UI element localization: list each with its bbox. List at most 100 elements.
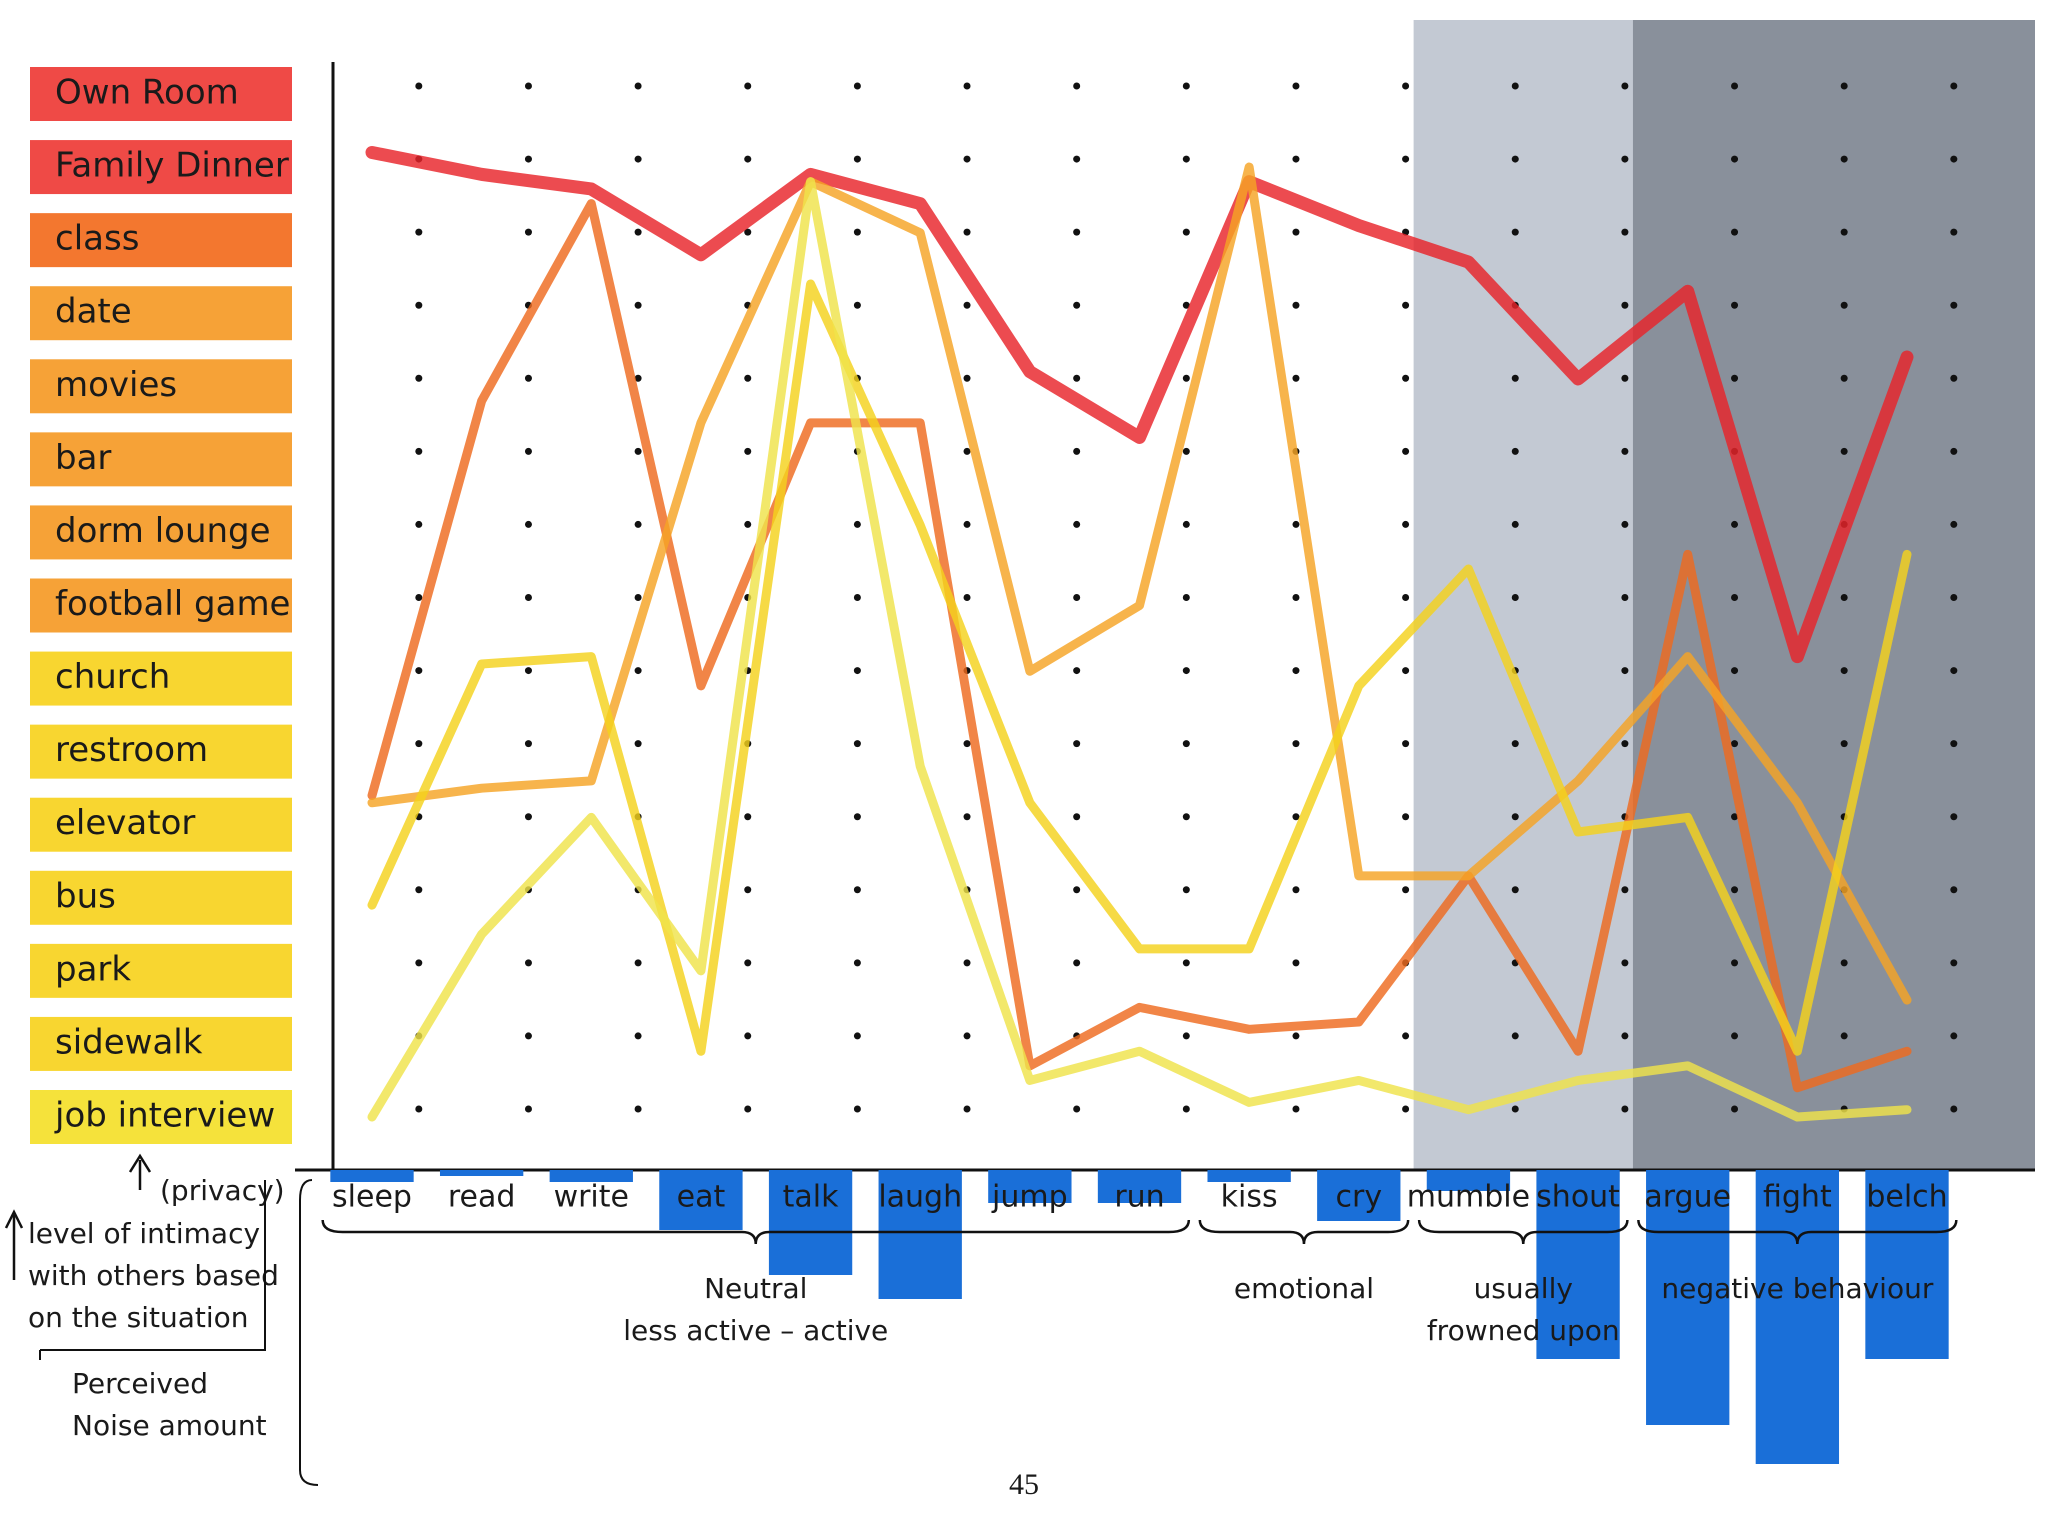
grid-dot bbox=[744, 886, 752, 894]
series-line bbox=[367, 162, 1912, 1005]
grid-dot bbox=[744, 374, 752, 382]
grid-dot bbox=[1731, 886, 1739, 894]
grid-dot bbox=[1731, 813, 1739, 821]
arrow-head bbox=[128, 1153, 152, 1173]
grid-dot bbox=[634, 155, 642, 163]
grid-dot bbox=[963, 301, 971, 309]
y-label-marker bbox=[30, 870, 292, 925]
y-axis-label: on the situation bbox=[28, 1301, 249, 1334]
grid-dot bbox=[634, 594, 642, 601]
grid-dot bbox=[524, 667, 532, 675]
grid-dot bbox=[1292, 228, 1300, 236]
grid-dot bbox=[853, 1032, 861, 1040]
grid-dot bbox=[744, 959, 752, 967]
grid-dot bbox=[963, 447, 971, 455]
grid-dot bbox=[1511, 374, 1519, 382]
grid-dot bbox=[1402, 594, 1410, 601]
grid-dot bbox=[1182, 886, 1190, 894]
y-label-marker bbox=[30, 724, 292, 779]
grid-dot bbox=[634, 447, 642, 455]
grid-dot bbox=[1182, 301, 1190, 309]
grid-dot bbox=[1073, 155, 1081, 163]
grid-dot bbox=[1950, 520, 1958, 528]
grid-dot bbox=[853, 82, 861, 90]
grid-dot bbox=[744, 1032, 752, 1040]
foreground-layer: Own Room Family Dinner class date movies bar d… bbox=[4, 62, 2035, 1501]
grid-dot bbox=[1073, 1105, 1081, 1113]
grid-dot bbox=[1621, 667, 1629, 675]
y-label-marker bbox=[30, 213, 292, 268]
x-tick-label: laugh bbox=[878, 1180, 962, 1215]
noise-bar bbox=[1536, 1170, 1620, 1359]
grid-dot bbox=[524, 740, 532, 748]
series-line bbox=[367, 177, 1912, 1122]
grid-dot bbox=[1511, 1032, 1519, 1040]
grid-dot bbox=[1182, 228, 1190, 236]
grid-dot bbox=[1182, 155, 1190, 163]
x-tick-label: mumble bbox=[1407, 1180, 1530, 1215]
grid-dot bbox=[963, 1105, 971, 1113]
y-axis-label: level of intimacy bbox=[28, 1217, 260, 1250]
grid-dot bbox=[1731, 520, 1739, 528]
grid-dot bbox=[744, 155, 752, 163]
grid-dot bbox=[1182, 813, 1190, 821]
grid-dot bbox=[1292, 959, 1300, 967]
grid-dot bbox=[853, 155, 861, 163]
grid-dot bbox=[1182, 667, 1190, 675]
y-label-marker bbox=[30, 286, 292, 341]
grid-dot bbox=[1073, 520, 1081, 528]
grid-dot bbox=[1840, 594, 1848, 601]
group-brace bbox=[1637, 1219, 1958, 1245]
grid-dot bbox=[1402, 520, 1410, 528]
y-tick-label: restroom bbox=[55, 730, 208, 770]
grid-dot bbox=[1950, 447, 1958, 455]
grid-dot bbox=[1950, 886, 1958, 894]
grid-dot bbox=[1950, 228, 1958, 236]
y-label-marker bbox=[30, 67, 292, 121]
grid-dot bbox=[1292, 374, 1300, 382]
grid-dot bbox=[415, 1105, 423, 1113]
grid-dot bbox=[1182, 447, 1190, 455]
noise-label: Noise amount bbox=[72, 1409, 267, 1442]
grid-dot bbox=[1511, 82, 1519, 90]
grid-dot bbox=[415, 82, 423, 90]
y-tick-label: job interview bbox=[54, 1096, 275, 1136]
grid-dot bbox=[415, 228, 423, 236]
grid-dot bbox=[1950, 1032, 1958, 1040]
grid-dot bbox=[853, 1105, 861, 1113]
group-label: negative behaviour bbox=[1661, 1272, 1933, 1305]
grid-dot bbox=[1621, 82, 1629, 90]
x-tick-label: fight bbox=[1763, 1180, 1832, 1215]
grid-dot bbox=[963, 228, 971, 236]
grid-dot bbox=[1950, 155, 1958, 163]
noise-bar bbox=[1097, 1170, 1182, 1203]
grid-dot bbox=[1292, 301, 1300, 309]
grid-dot bbox=[1950, 1105, 1958, 1113]
grid-dot bbox=[1402, 447, 1410, 455]
grid-dot bbox=[1292, 667, 1300, 675]
grid-dot bbox=[1621, 886, 1629, 894]
grid-dot bbox=[744, 447, 752, 455]
y-tick-label: class bbox=[55, 219, 139, 259]
y-tick-label: Own Room bbox=[55, 73, 239, 113]
grid-dot bbox=[853, 959, 861, 967]
grid-dot bbox=[1182, 520, 1190, 528]
grid-dot bbox=[1402, 886, 1410, 894]
noise-bar bbox=[330, 1170, 414, 1182]
series-line bbox=[367, 279, 1912, 1056]
noise-label: Perceived bbox=[72, 1367, 208, 1400]
background-layer bbox=[415, 20, 2035, 1170]
grid-dot bbox=[634, 959, 642, 967]
grid-dot bbox=[415, 520, 423, 528]
grid-dot bbox=[524, 594, 532, 601]
grid-dot bbox=[1402, 1032, 1410, 1040]
group-label: emotional bbox=[1234, 1272, 1374, 1305]
x-tick-label: write bbox=[554, 1180, 629, 1215]
x-tick-label: run bbox=[1114, 1180, 1164, 1215]
y-tick-label: Family Dinner bbox=[55, 146, 289, 186]
grid-dot bbox=[1511, 228, 1519, 236]
grid-dot bbox=[415, 886, 423, 894]
grid-dot bbox=[1073, 886, 1081, 894]
y-tick-label: football game bbox=[55, 584, 290, 624]
y-tick-label: bar bbox=[55, 438, 111, 478]
